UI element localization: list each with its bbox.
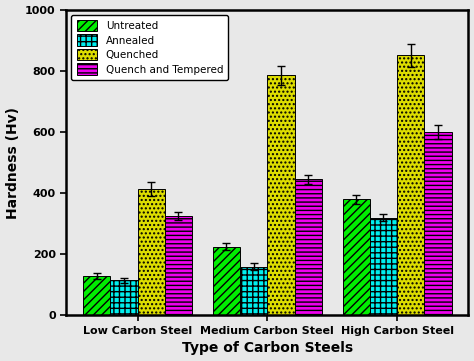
Bar <box>267 75 294 316</box>
Y-axis label: Hardness (Hv): Hardness (Hv) <box>6 106 19 218</box>
X-axis label: Type of Carbon Steels: Type of Carbon Steels <box>182 342 353 356</box>
Bar <box>370 218 397 316</box>
Bar <box>137 189 165 316</box>
Bar <box>424 132 452 316</box>
Bar <box>294 179 322 316</box>
Bar <box>343 199 370 316</box>
Bar <box>165 216 192 316</box>
Bar <box>83 276 110 316</box>
Bar <box>397 56 424 316</box>
Bar <box>110 280 137 316</box>
Bar <box>240 266 267 316</box>
Legend: Untreated, Annealed, Quenched, Quench and Tempered: Untreated, Annealed, Quenched, Quench an… <box>72 15 228 80</box>
Bar <box>213 247 240 316</box>
